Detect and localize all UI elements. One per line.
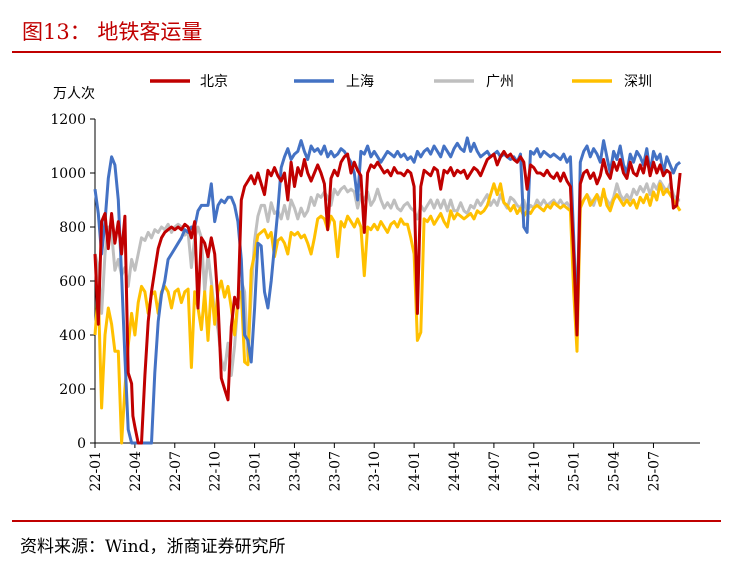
- figure-source: 资料来源：Wind，浙商证券研究所: [20, 537, 286, 557]
- y-tick-label: 200: [59, 382, 86, 398]
- x-tick-label: 25-01: [567, 451, 583, 491]
- y-tick-label: 800: [59, 220, 86, 236]
- y-tick-label: 1200: [50, 112, 86, 128]
- x-tick-label: 24-04: [447, 451, 463, 491]
- x-tick-label: 23-07: [327, 451, 343, 491]
- x-tick-label: 23-10: [367, 451, 383, 491]
- y-tick-label: 1000: [50, 166, 86, 182]
- x-tick-label: 25-04: [607, 451, 623, 491]
- x-tick-label: 24-10: [527, 451, 543, 491]
- series-line-guangzhou: [93, 179, 681, 377]
- chart: 北京 上海 广州 深圳 万人次 0 200 400 600 800 1000 1200 22…: [50, 74, 700, 491]
- x-tick-label: 25-07: [646, 451, 662, 491]
- figure-title: 图13： 地铁客运量: [22, 20, 203, 44]
- x-tick-label: 24-07: [487, 451, 503, 491]
- x-tick-label: 23-04: [287, 451, 303, 491]
- series-line-shenzhen: [93, 182, 682, 445]
- legend: 北京 上海 广州 深圳: [150, 74, 652, 90]
- series-line-beijing: [93, 149, 682, 445]
- y-axis-unit-label: 万人次: [53, 86, 95, 102]
- title-divider: [12, 51, 721, 53]
- source-divider: [12, 520, 721, 522]
- y-tick-label: 0: [77, 436, 86, 452]
- y-tick-label: 400: [59, 328, 86, 344]
- legend-label-shenzhen: 深圳: [624, 74, 652, 90]
- x-tick-label: 22-07: [168, 451, 184, 491]
- plot-area: [93, 136, 682, 445]
- x-tick-label: 23-01: [248, 451, 264, 491]
- legend-label-guangzhou: 广州: [486, 74, 514, 90]
- y-axis: 0 200 400 600 800 1000 1200: [50, 112, 96, 452]
- x-tick-label: 22-01: [88, 451, 104, 491]
- legend-label-beijing: 北京: [200, 74, 228, 90]
- x-tick-label: 22-10: [208, 451, 224, 491]
- y-tick-label: 600: [59, 274, 86, 290]
- x-tick-label: 22-04: [128, 451, 144, 491]
- legend-label-shanghai: 上海: [346, 74, 374, 90]
- x-tick-label: 24-01: [407, 451, 423, 491]
- series-line-shanghai: [93, 136, 682, 445]
- x-axis: 22-01 22-04 22-07 22-10 23-01 23-04 23-07 23-10…: [88, 442, 700, 491]
